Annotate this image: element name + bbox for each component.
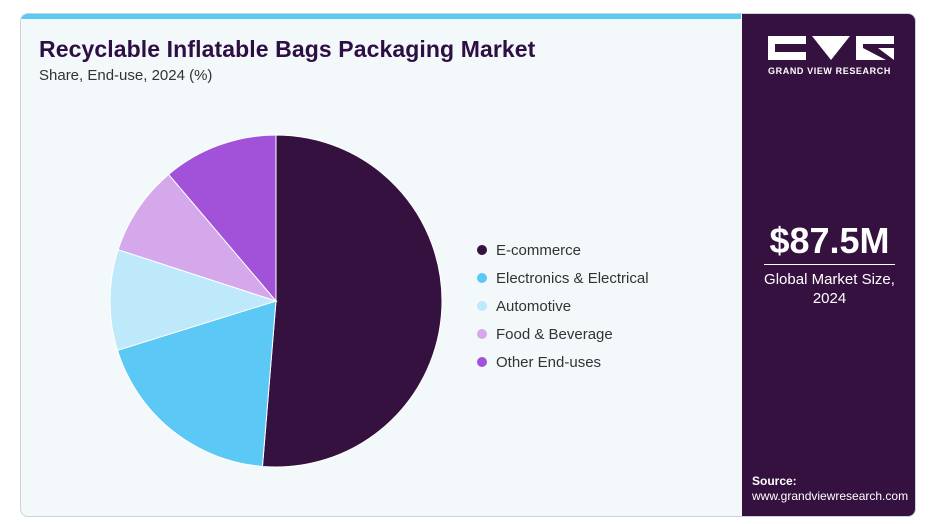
- legend-item-automotive: Automotive: [477, 292, 649, 320]
- legend-item-other-end-uses: Other End-uses: [477, 348, 649, 376]
- legend-item-e-commerce: E-commerce: [477, 236, 649, 264]
- legend-dot-icon: [477, 357, 487, 367]
- gvr-logo-icon: [768, 36, 894, 60]
- chart-legend: E-commerce Electronics & Electrical Automo…: [477, 236, 649, 376]
- legend-dot-icon: [477, 301, 487, 311]
- pie-slice-other-end-uses: [167, 134, 277, 303]
- chart-subtitle: Share, End-use, 2024 (%): [39, 67, 213, 84]
- market-label-line-2: 2024: [812, 290, 847, 307]
- pie-slice-e-commerce: [261, 134, 443, 468]
- legend-dot-icon: [477, 273, 487, 283]
- market-label-line-1: Global Market Size,: [764, 271, 895, 288]
- source-label: Source:: [752, 474, 797, 488]
- sidebar-panel: GRAND VIEW RESEARCH $87.5M Global Market…: [742, 14, 915, 516]
- legend-item-food-beverage: Food & Beverage: [477, 320, 649, 348]
- pie-slice-food-beverage: [117, 173, 278, 303]
- legend-label: E-commerce: [496, 241, 582, 259]
- pie-slice-electronics-electrical: [116, 300, 277, 467]
- accent-bar: [21, 14, 741, 19]
- pie-slice-automotive: [109, 249, 278, 351]
- source-link[interactable]: www.grandviewresearch.com: [752, 489, 909, 503]
- legend-label: Food & Beverage: [496, 325, 613, 343]
- legend-dot-icon: [477, 245, 487, 255]
- chart-title: Recyclable Inflatable Bags Packaging Mar…: [39, 36, 536, 62]
- market-value: $87.5M: [769, 220, 890, 261]
- legend-item-electronics-electrical: Electronics & Electrical: [477, 264, 649, 292]
- market-label: Global Market Size, 2024: [742, 270, 915, 308]
- pie-chart: [109, 134, 443, 468]
- legend-label: Electronics & Electrical: [496, 269, 649, 287]
- legend-label: Automotive: [496, 297, 572, 315]
- legend-label: Other End-uses: [496, 353, 602, 371]
- chart-card: Recyclable Inflatable Bags Packaging Mar…: [20, 13, 916, 517]
- divider: [764, 264, 895, 265]
- brand-name: GRAND VIEW RESEARCH: [768, 66, 891, 76]
- legend-dot-icon: [477, 329, 487, 339]
